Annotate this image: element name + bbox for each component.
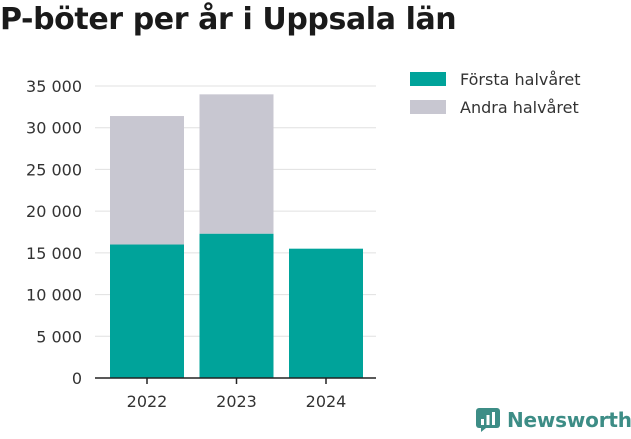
y-tick-label: 20 000 bbox=[26, 202, 82, 221]
y-tick-label: 10 000 bbox=[26, 286, 82, 305]
x-tick-label: 2023 bbox=[216, 392, 257, 411]
newsworthy-logo-icon bbox=[476, 408, 500, 432]
chart-title: P-böter per år i Uppsala län bbox=[0, 2, 457, 37]
bar-2024-series-1[interactable] bbox=[289, 248, 363, 378]
legend-label[interactable]: Andra halvåret bbox=[460, 98, 579, 117]
bars bbox=[110, 94, 363, 378]
bar-2023-series-2[interactable] bbox=[199, 94, 274, 234]
y-tick-label: 35 000 bbox=[26, 77, 82, 96]
legend[interactable]: Första halvåret Andra halvåret bbox=[410, 70, 581, 117]
bar-2023-series-1[interactable] bbox=[199, 233, 274, 378]
x-axis-ticks: 2022 2023 2024 bbox=[127, 378, 347, 411]
x-tick-label: 2024 bbox=[306, 392, 347, 411]
y-axis-ticks: 0 5 000 10 000 15 000 20 000 25 000 30 000 35 0… bbox=[26, 77, 82, 388]
legend-swatch[interactable] bbox=[410, 100, 446, 114]
y-tick-label: 5 000 bbox=[36, 327, 82, 346]
y-tick-label: 15 000 bbox=[26, 244, 82, 263]
y-tick-label: 0 bbox=[72, 369, 82, 388]
y-tick-label: 30 000 bbox=[26, 119, 82, 138]
legend-label[interactable]: Första halvåret bbox=[460, 70, 581, 89]
brand-name: Newsworthy bbox=[507, 408, 631, 432]
bar-2022-series-1[interactable] bbox=[110, 244, 184, 378]
y-tick-label: 25 000 bbox=[26, 160, 82, 179]
brand-logo[interactable]: Newsworthy bbox=[475, 407, 631, 433]
legend-swatch[interactable] bbox=[410, 72, 446, 86]
x-tick-label: 2022 bbox=[127, 392, 168, 411]
bar-2022-series-2[interactable] bbox=[110, 116, 184, 245]
